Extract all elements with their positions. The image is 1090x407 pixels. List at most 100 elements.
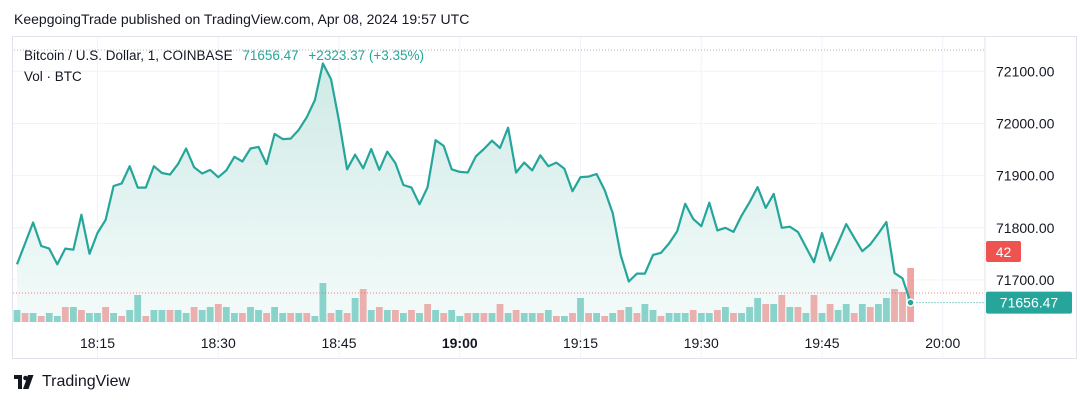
volume-bar xyxy=(375,307,383,322)
volume-bar xyxy=(697,313,705,322)
x-tick-label: 18:30 xyxy=(201,335,236,351)
volume-bar xyxy=(448,310,456,322)
tradingview-logo[interactable]: TradingView xyxy=(14,373,130,391)
x-tick-label: 19:30 xyxy=(684,335,719,351)
volume-bar xyxy=(714,310,721,322)
volume-bar xyxy=(416,313,423,322)
volume-bar xyxy=(520,313,528,322)
volume-badge-label: 42 xyxy=(996,244,1012,260)
volume-bar xyxy=(778,295,786,322)
volume-bar xyxy=(472,313,480,322)
volume-bar xyxy=(738,313,745,322)
volume-bar xyxy=(641,304,649,322)
volume-bar xyxy=(400,313,407,322)
volume-bar xyxy=(239,313,246,322)
volume-badge xyxy=(986,241,1021,262)
volume-bar xyxy=(826,304,834,322)
volume-bar xyxy=(657,316,665,322)
y-tick-label: 71700.00 xyxy=(996,272,1055,288)
x-tick-label: 18:45 xyxy=(321,335,356,351)
volume-bar xyxy=(512,310,520,322)
price-badge-label: 71656.47 xyxy=(1000,295,1059,311)
volume-bar xyxy=(303,313,311,322)
x-tick-label: 19:15 xyxy=(563,335,598,351)
volume-bar xyxy=(536,313,544,322)
y-tick-label: 71900.00 xyxy=(996,168,1055,184)
volume-bar xyxy=(601,316,609,322)
volume-bar xyxy=(432,310,439,322)
volume-bar xyxy=(504,313,512,322)
volume-bar xyxy=(247,307,254,322)
volume-bar xyxy=(649,310,657,322)
publish-line: KeepgoingTrade published on TradingView.… xyxy=(14,11,470,27)
volume-bar xyxy=(746,307,753,322)
volume-bar xyxy=(834,310,842,322)
volume-bar xyxy=(319,283,327,322)
volume-bar xyxy=(61,307,69,322)
volume-bar xyxy=(617,310,625,322)
volume-bar xyxy=(802,313,810,322)
volume-bar xyxy=(625,307,633,322)
volume-bar xyxy=(102,307,109,322)
volume-bar xyxy=(287,313,295,322)
tradingview-logo-icon xyxy=(14,375,34,389)
volume-bar xyxy=(94,313,101,322)
volume-bar xyxy=(722,307,729,322)
volume-bar xyxy=(150,310,158,322)
volume-bar xyxy=(593,313,600,322)
volume-bar xyxy=(585,313,592,322)
volume-bar xyxy=(730,313,737,322)
volume-bar xyxy=(456,316,464,322)
price-area-fill xyxy=(17,63,911,322)
volume-bar xyxy=(359,289,367,322)
volume-bar xyxy=(335,310,343,322)
volume-bar xyxy=(383,310,391,322)
volume-bar xyxy=(569,313,576,322)
volume-bar xyxy=(271,307,278,322)
volume-bar xyxy=(907,268,914,322)
volume-bar xyxy=(45,313,53,322)
y-tick-label: 72100.00 xyxy=(996,63,1055,79)
volume-bar xyxy=(126,310,134,322)
volume-bar xyxy=(488,313,496,322)
volume-bar xyxy=(705,313,713,322)
volume-bar xyxy=(810,295,818,322)
volume-bar xyxy=(891,289,898,322)
volume-bar xyxy=(866,307,874,322)
volume-bar xyxy=(118,316,126,322)
volume-bar xyxy=(86,313,93,322)
volume-bar xyxy=(528,313,536,322)
volume-bar xyxy=(858,304,866,322)
volume-bar xyxy=(343,313,351,322)
volume-bar xyxy=(794,307,802,322)
volume-bar xyxy=(577,298,584,322)
volume-bar xyxy=(134,295,142,322)
volume-bar xyxy=(770,304,778,322)
volume-legend[interactable]: Vol · BTC xyxy=(24,69,82,84)
volume-bar xyxy=(78,310,85,322)
volume-bar xyxy=(609,313,617,322)
volume-bar xyxy=(255,310,262,322)
volume-bar xyxy=(142,316,150,322)
volume-bar xyxy=(544,310,552,322)
volume-bar xyxy=(13,310,21,322)
volume-bar xyxy=(37,316,45,322)
volume-bar xyxy=(21,313,29,322)
volume-bar xyxy=(351,298,359,322)
volume-bar xyxy=(883,298,890,322)
x-tick-label: 18:15 xyxy=(80,335,115,351)
volume-bar xyxy=(689,310,697,322)
volume-bar xyxy=(842,304,850,322)
volume-bar xyxy=(464,313,472,322)
volume-bar xyxy=(762,304,770,322)
price-line xyxy=(15,62,912,303)
volume-bar xyxy=(786,307,794,322)
symbol-legend[interactable]: Bitcoin / U.S. Dollar, 1, COINBASE 71656… xyxy=(24,48,424,63)
x-tick-label: 20:00 xyxy=(925,335,960,351)
volume-bar xyxy=(53,316,61,322)
volume-bar xyxy=(633,313,641,322)
symbol-name: Bitcoin / U.S. Dollar, 1, COINBASE xyxy=(24,48,233,63)
price-badge xyxy=(986,291,1072,314)
legend-change: +2323.37 (+3.35%) xyxy=(308,48,425,63)
